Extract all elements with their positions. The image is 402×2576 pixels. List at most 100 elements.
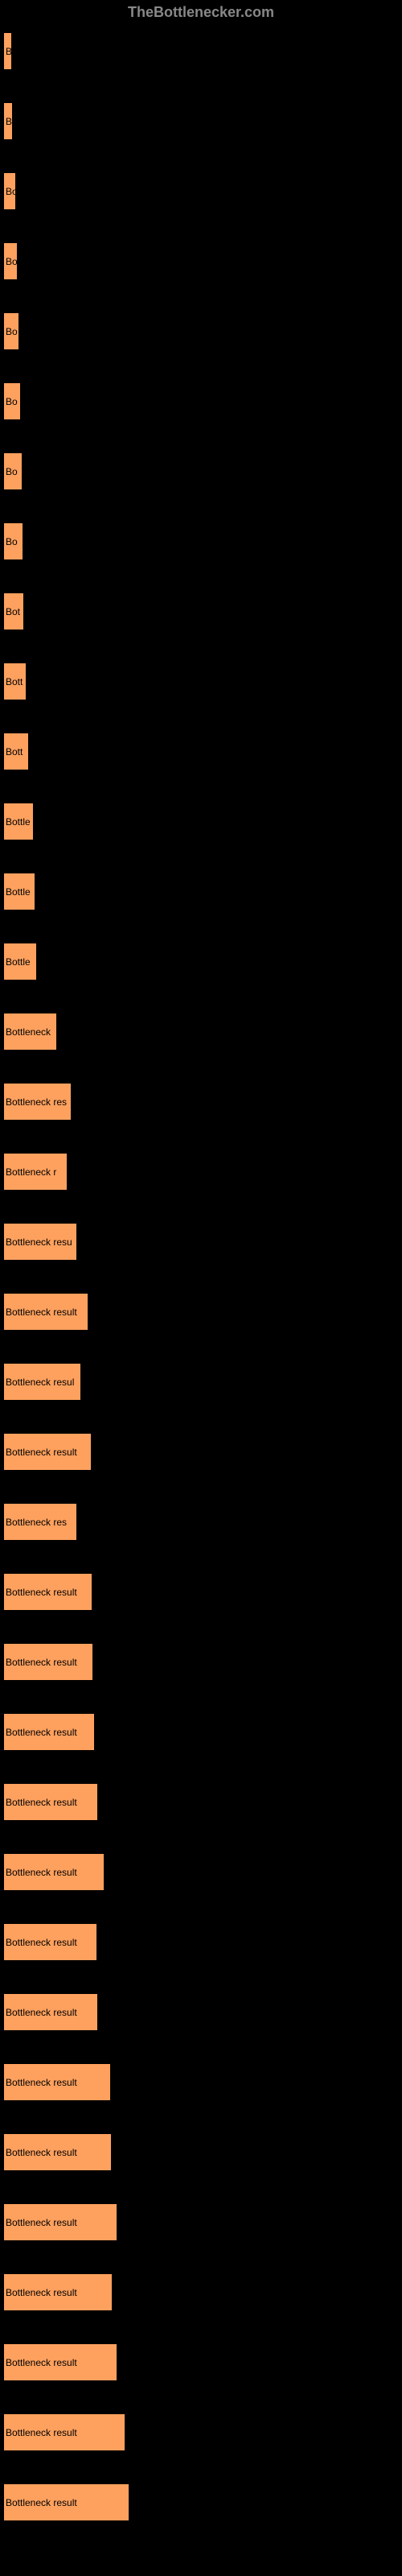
- bar-row: Bottleneck result: [4, 1714, 398, 1750]
- chart-bar: Bo: [4, 243, 17, 279]
- chart-bar: Bo: [4, 173, 15, 209]
- bar-label: Bottle: [6, 886, 31, 898]
- bar-label: B: [6, 46, 11, 57]
- bar-label: Bottleneck result: [6, 2147, 77, 2158]
- bar-row: Bottleneck res: [4, 1504, 398, 1540]
- bar-row: Bo: [4, 313, 398, 349]
- header: TheBottlenecker.com: [0, 0, 402, 25]
- bar-row: Bottleneck: [4, 1013, 398, 1050]
- bar-chart: BBBoBoBoBoBoBoBotBottBottBottleBottleBot…: [0, 25, 402, 2562]
- chart-bar: Bottleneck result: [4, 1714, 94, 1750]
- chart-bar: B: [4, 103, 12, 139]
- bar-row: Bottle: [4, 873, 398, 910]
- bar-label: Bot: [6, 606, 20, 617]
- chart-bar: B: [4, 33, 11, 69]
- bar-label: Bottleneck result: [6, 2217, 77, 2228]
- bar-label: Bottleneck res: [6, 1096, 67, 1108]
- chart-bar: Bot: [4, 593, 23, 630]
- bar-label: Bo: [6, 536, 18, 547]
- bar-label: Bottleneck result: [6, 1307, 77, 1318]
- bar-label: Bo: [6, 466, 18, 477]
- bar-row: Bottleneck result: [4, 2134, 398, 2170]
- bar-label: Bo: [6, 326, 18, 337]
- bar-row: B: [4, 33, 398, 69]
- bar-label: Bottleneck: [6, 1026, 51, 1038]
- bar-label: Bottleneck res: [6, 1517, 67, 1528]
- chart-bar: Bott: [4, 733, 28, 770]
- bar-label: Bottleneck result: [6, 1587, 77, 1598]
- chart-bar: Bottleneck result: [4, 1644, 92, 1680]
- chart-bar: Bottleneck res: [4, 1504, 76, 1540]
- bar-row: Bo: [4, 523, 398, 559]
- bar-row: Bottleneck result: [4, 2064, 398, 2100]
- bar-label: Bo: [6, 256, 17, 267]
- bar-label: Bottleneck result: [6, 2427, 77, 2438]
- bar-label: Bottleneck result: [6, 2357, 77, 2368]
- chart-bar: Bottleneck result: [4, 1574, 92, 1610]
- bar-row: Bottleneck result: [4, 1644, 398, 1680]
- chart-bar: Bottleneck: [4, 1013, 56, 1050]
- chart-bar: Bottleneck result: [4, 2484, 129, 2520]
- bar-label: Bottleneck result: [6, 1937, 77, 1948]
- bar-label: Bottle: [6, 956, 31, 968]
- chart-bar: Bottle: [4, 943, 36, 980]
- chart-bar: Bottleneck result: [4, 2204, 117, 2240]
- chart-bar: Bottleneck resul: [4, 1364, 80, 1400]
- chart-bar: Bottleneck result: [4, 2064, 110, 2100]
- chart-bar: Bottleneck result: [4, 2274, 112, 2310]
- bar-row: Bottleneck result: [4, 1574, 398, 1610]
- bar-label: Bottleneck result: [6, 1447, 77, 1458]
- chart-bar: Bottle: [4, 803, 33, 840]
- bar-row: Bot: [4, 593, 398, 630]
- bar-row: Bottleneck result: [4, 1854, 398, 1890]
- bar-row: Bo: [4, 453, 398, 489]
- bar-label: Bottleneck result: [6, 1727, 77, 1738]
- chart-bar: Bo: [4, 523, 23, 559]
- bar-row: Bo: [4, 243, 398, 279]
- chart-bar: Bottleneck result: [4, 2414, 125, 2450]
- chart-bar: Bottleneck result: [4, 1924, 96, 1960]
- chart-bar: Bottleneck result: [4, 1854, 104, 1890]
- chart-bar: Bottleneck result: [4, 1294, 88, 1330]
- chart-bar: Bottleneck result: [4, 2134, 111, 2170]
- chart-bar: Bottleneck r: [4, 1154, 67, 1190]
- bar-label: Bottleneck result: [6, 2287, 77, 2298]
- bar-row: Bottleneck r: [4, 1154, 398, 1190]
- chart-bar: Bottleneck result: [4, 1994, 97, 2030]
- bar-label: Bottleneck result: [6, 1867, 77, 1878]
- bar-row: Bottleneck result: [4, 1924, 398, 1960]
- bar-row: Bottleneck result: [4, 2484, 398, 2520]
- bar-row: Bottleneck resu: [4, 1224, 398, 1260]
- chart-bar: Bottleneck result: [4, 1434, 91, 1470]
- bar-row: Bo: [4, 173, 398, 209]
- bar-row: Bottleneck result: [4, 1994, 398, 2030]
- bar-row: Bottleneck result: [4, 2344, 398, 2380]
- chart-bar: Bott: [4, 663, 26, 700]
- bar-label: Bottleneck result: [6, 2497, 77, 2508]
- bar-label: Bottleneck result: [6, 2077, 77, 2088]
- chart-bar: Bottleneck resu: [4, 1224, 76, 1260]
- bar-row: Bottleneck resul: [4, 1364, 398, 1400]
- bar-row: Bottle: [4, 943, 398, 980]
- bar-label: Bottleneck resu: [6, 1236, 72, 1248]
- bar-label: Bottleneck r: [6, 1166, 56, 1178]
- bar-label: Bottleneck result: [6, 2007, 77, 2018]
- chart-bar: Bo: [4, 453, 22, 489]
- bar-row: Bottleneck result: [4, 1294, 398, 1330]
- chart-bar: Bottle: [4, 873, 35, 910]
- bar-row: Bottleneck res: [4, 1084, 398, 1120]
- bar-label: Bottleneck result: [6, 1657, 77, 1668]
- bar-row: Bott: [4, 663, 398, 700]
- bar-label: Bottle: [6, 816, 31, 828]
- bar-label: Bott: [6, 746, 23, 758]
- site-title: TheBottlenecker.com: [128, 4, 274, 20]
- bar-row: B: [4, 103, 398, 139]
- bar-row: Bottleneck result: [4, 2204, 398, 2240]
- bar-row: Bott: [4, 733, 398, 770]
- bar-label: B: [6, 116, 12, 127]
- bar-label: Bottleneck result: [6, 1797, 77, 1808]
- chart-bar: Bottleneck result: [4, 1784, 97, 1820]
- chart-bar: Bottleneck res: [4, 1084, 71, 1120]
- bar-row: Bottleneck result: [4, 2414, 398, 2450]
- bar-label: Bottleneck resul: [6, 1377, 74, 1388]
